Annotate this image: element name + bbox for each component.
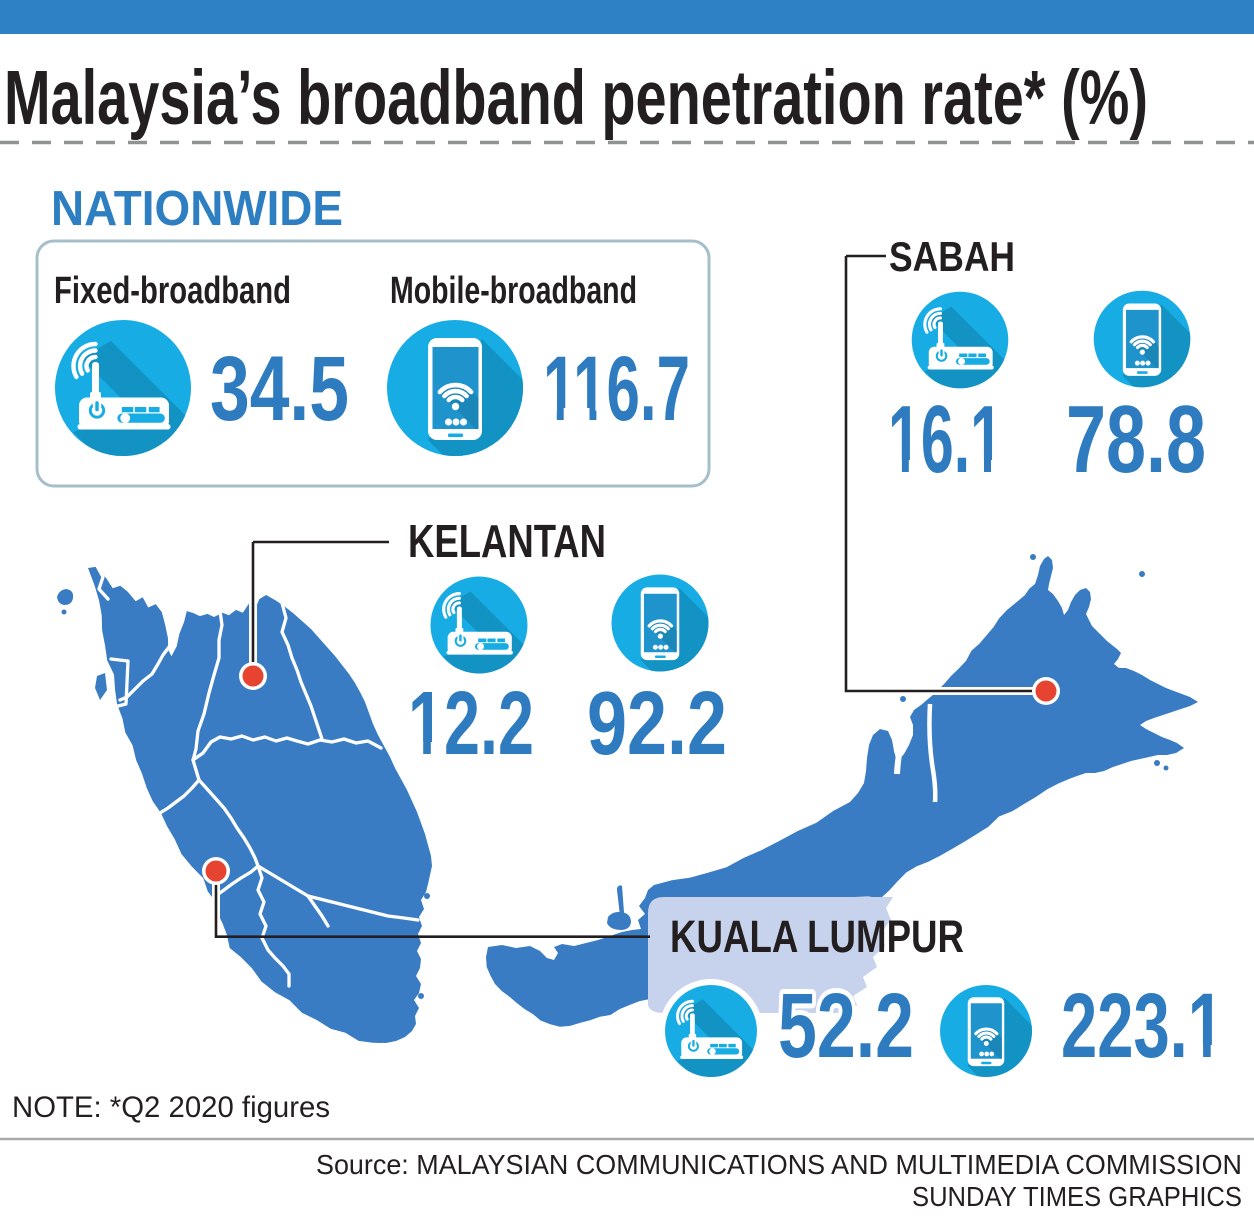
svg-text:Source: MALAYSIAN COMMUNICATIO: Source: MALAYSIAN COMMUNICATIONS AND MUL… xyxy=(316,1149,1242,1180)
svg-text:34.5: 34.5 xyxy=(210,338,349,440)
svg-text:KUALA LUMPUR: KUALA LUMPUR xyxy=(670,911,964,962)
svg-text:223.1: 223.1 xyxy=(1061,975,1224,1077)
svg-text:116.7: 116.7 xyxy=(543,338,690,440)
svg-text:12.2: 12.2 xyxy=(408,674,534,774)
svg-text:92.2: 92.2 xyxy=(587,674,727,774)
svg-text:KELANTAN: KELANTAN xyxy=(408,515,606,567)
svg-text:78.8: 78.8 xyxy=(1066,386,1206,493)
svg-text:SABAH: SABAH xyxy=(889,233,1015,280)
svg-text:NATIONWIDE: NATIONWIDE xyxy=(51,182,343,236)
svg-text:Fixed-broadband: Fixed-broadband xyxy=(54,270,291,312)
svg-text:52.2: 52.2 xyxy=(778,975,914,1077)
svg-text:SUNDAY TIMES GRAPHICS: SUNDAY TIMES GRAPHICS xyxy=(912,1181,1242,1212)
svg-text:Malaysia’s broadband penetrati: Malaysia’s broadband penetration rate* (… xyxy=(4,55,1148,141)
svg-text:16.1: 16.1 xyxy=(888,386,1003,493)
svg-text:NOTE: *Q2 2020 figures: NOTE: *Q2 2020 figures xyxy=(12,1091,330,1124)
svg-text:Mobile-broadband: Mobile-broadband xyxy=(390,270,637,312)
